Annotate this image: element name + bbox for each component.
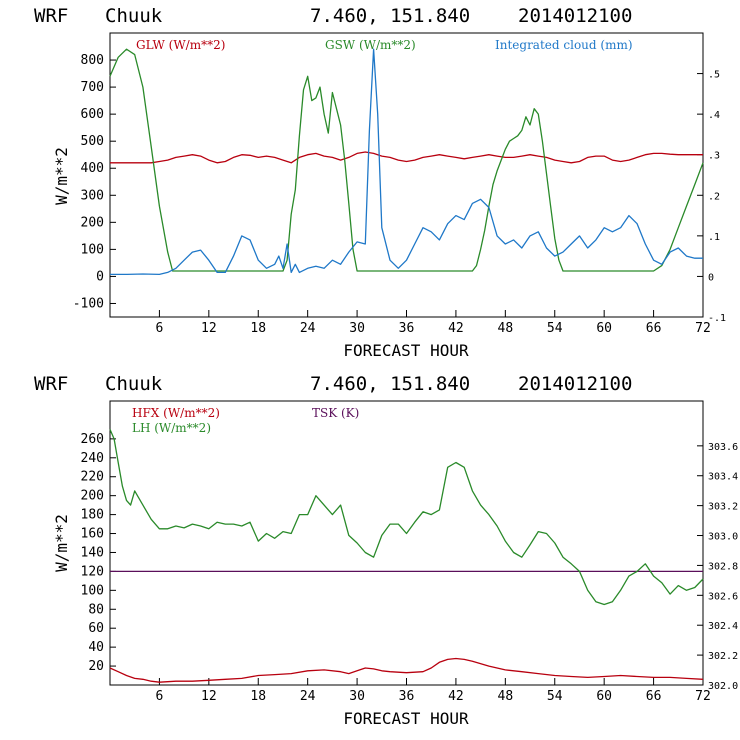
top-plot-frame — [109, 32, 704, 318]
top-chart: 6 12 18 24 30 36 42 48 54 60 66 72 -100 0 100 200 300 400… — [52, 32, 726, 360]
bottom-y2-tick-label: 302.4 — [708, 621, 738, 632]
top-model-label: WRF — [34, 5, 68, 27]
bottom-x-tick-label: 42 — [448, 689, 464, 704]
top-station-label: Chuuk — [105, 5, 163, 27]
top-y-tick-label: 500 — [81, 134, 104, 149]
bottom-init-label: 2014012100 — [518, 373, 632, 395]
bottom-model-label: WRF — [34, 373, 68, 395]
top-y-tick-label: 0 — [96, 269, 104, 284]
bottom-coords-label: 7.460, 151.840 — [310, 373, 470, 395]
bottom-y-tick-label: 160 — [81, 527, 104, 542]
bottom-x-tick-label: 18 — [250, 689, 266, 704]
bottom-chart: 6 12 18 24 30 36 42 48 54 60 66 72 20 40 60 80 100 120 140… — [52, 400, 739, 728]
bottom-x-tick-label: 48 — [498, 689, 514, 704]
top-x-tick-label: 54 — [547, 321, 563, 336]
top-legend: GLW (W/m**2) GSW (W/m**2) Integrated clo… — [136, 38, 633, 52]
legend-integrated-cloud: Integrated cloud (mm) — [495, 38, 633, 52]
bottom-series-line-hfx — [109, 657, 704, 683]
bottom-x-tick-label: 54 — [547, 689, 563, 704]
top-series-line-gsw — [109, 48, 704, 272]
bottom-y-tick-label: 200 — [81, 489, 104, 504]
top-axis-ticks: 6 12 18 24 30 36 42 48 54 60 66 72 -100 0 100 200 300 400… — [73, 53, 726, 336]
bottom-y2-tick-label: 303.2 — [708, 502, 738, 513]
top-x-tick-label: 18 — [250, 321, 266, 336]
bottom-y2-tick-label: 303.6 — [708, 442, 738, 453]
bottom-y-axis-label: W/m**2 — [52, 514, 71, 572]
bottom-plot-frame — [109, 400, 704, 686]
top-y-tick-label: 400 — [81, 161, 104, 176]
bottom-x-tick-label: 36 — [399, 689, 415, 704]
bottom-y2-tick-label: 303.4 — [708, 472, 738, 483]
top-x-tick-label: 72 — [695, 321, 711, 336]
top-y-tick-label: 200 — [81, 215, 104, 230]
top-x-tick-label: 12 — [201, 321, 217, 336]
bottom-y2-tick-label: 303.0 — [708, 532, 738, 543]
bottom-y-tick-label: 220 — [81, 470, 104, 485]
top-y2-tick-label: 0 — [708, 272, 714, 283]
bottom-x-tick-label: 12 — [201, 689, 217, 704]
bottom-series-line-lh — [109, 429, 704, 606]
bottom-y-tick-label: 20 — [88, 659, 104, 674]
bottom-x-axis-label: FORECAST HOUR — [343, 709, 469, 728]
top-x-tick-label: 36 — [399, 321, 415, 336]
top-x-tick-label: 6 — [156, 321, 164, 336]
legend-hfx: HFX (W/m**2) — [132, 406, 220, 420]
top-y2-tick-label: .3 — [708, 151, 720, 162]
top-y-axis-label: W/m**2 — [52, 147, 71, 205]
bottom-station-label: Chuuk — [105, 373, 163, 395]
top-y2-tick-label: .4 — [708, 110, 720, 121]
bottom-y-tick-label: 240 — [81, 451, 104, 466]
bottom-legend: HFX (W/m**2) LH (W/m**2) TSK (K) — [132, 406, 359, 435]
legend-lh: LH (W/m**2) — [132, 421, 211, 435]
bottom-y2-tick-label: 302.8 — [708, 561, 738, 572]
bottom-y2-tick-label: 302.0 — [708, 681, 738, 692]
bottom-y-tick-label: 60 — [88, 621, 104, 636]
bottom-x-tick-label: 60 — [596, 689, 612, 704]
bottom-y2-tick-label: 302.2 — [708, 651, 738, 662]
top-init-label: 2014012100 — [518, 5, 632, 27]
bottom-y-tick-label: 100 — [81, 583, 104, 598]
top-y2-tick-label: .2 — [708, 191, 720, 202]
top-y2-tick-label: -.1 — [708, 313, 726, 324]
bottom-x-tick-label: 66 — [646, 689, 662, 704]
bottom-y-tick-label: 180 — [81, 508, 104, 523]
bottom-y-tick-label: 140 — [81, 545, 104, 560]
top-x-tick-label: 60 — [596, 321, 612, 336]
bottom-x-tick-label: 30 — [349, 689, 365, 704]
legend-glw: GLW (W/m**2) — [136, 38, 225, 52]
top-series-lines — [109, 48, 704, 276]
top-y-tick-label: 600 — [81, 107, 104, 122]
bottom-y-tick-label: 260 — [81, 432, 104, 447]
top-x-tick-label: 66 — [646, 321, 662, 336]
bottom-chart-header: WRF Chuuk 7.460, 151.840 2014012100 — [34, 373, 632, 395]
top-series-line-integrated — [110, 48, 703, 276]
legend-gsw: GSW (W/m**2) — [325, 38, 416, 52]
bottom-series-lines — [109, 429, 704, 683]
bottom-x-tick-label: 6 — [156, 689, 164, 704]
bottom-y2-tick-label: 302.6 — [708, 591, 738, 602]
top-x-tick-label: 42 — [448, 321, 464, 336]
bottom-y-tick-label: 40 — [88, 640, 104, 655]
top-series-line-glw — [110, 151, 703, 164]
top-x-tick-label: 24 — [300, 321, 316, 336]
top-y2-tick-label: .5 — [708, 70, 720, 81]
top-x-tick-label: 48 — [498, 321, 514, 336]
bottom-axis-ticks: 6 12 18 24 30 36 42 48 54 60 66 72 20 40 60 80 100 120 140… — [81, 432, 739, 704]
legend-tsk: TSK (K) — [312, 406, 359, 420]
top-coords-label: 7.460, 151.840 — [310, 5, 470, 27]
bottom-y-tick-label: 120 — [81, 564, 104, 579]
top-y-tick-label: -100 — [73, 296, 104, 311]
top-y-tick-label: 300 — [81, 188, 104, 203]
top-chart-header: WRF Chuuk 7.460, 151.840 2014012100 — [34, 5, 632, 27]
bottom-x-tick-label: 72 — [695, 689, 711, 704]
top-y2-tick-label: .1 — [708, 232, 720, 243]
top-y-tick-label: 100 — [81, 242, 104, 257]
top-x-axis-label: FORECAST HOUR — [343, 341, 469, 360]
bottom-y-tick-label: 80 — [88, 602, 104, 617]
bottom-x-tick-label: 24 — [300, 689, 316, 704]
top-x-tick-label: 30 — [349, 321, 365, 336]
top-y-tick-label: 800 — [81, 53, 104, 68]
top-y-tick-label: 700 — [81, 80, 104, 95]
